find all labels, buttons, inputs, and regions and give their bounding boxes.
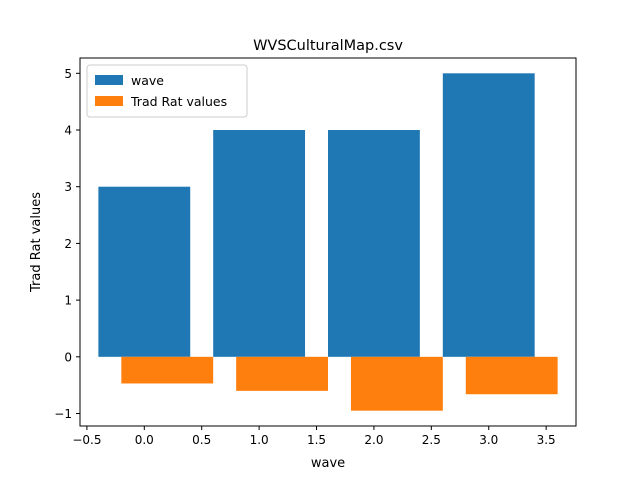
legend-box — [86, 64, 248, 118]
bar-series-1-2 — [350, 356, 443, 411]
y-tick-label: 5 — [64, 67, 72, 81]
x-tick-label: 3.5 — [537, 433, 556, 447]
x-tick-label: 0.5 — [192, 433, 211, 447]
x-tick-label: 1.5 — [307, 433, 326, 447]
x-tick-label: −0.5 — [72, 433, 101, 447]
chart-title: WVSCulturalMap.csv — [253, 38, 403, 54]
x-tick-label: 2.0 — [364, 433, 383, 447]
legend-label: wave — [131, 73, 164, 88]
bar-series-1-1 — [236, 356, 328, 391]
y-tick-label: 4 — [64, 124, 72, 138]
y-axis-ticks: −1 0 1 2 3 4 5 — [54, 67, 80, 421]
x-tick-label: 2.5 — [422, 433, 441, 447]
bar-series-1-0 — [121, 356, 214, 384]
bar-series-0-3 — [442, 73, 535, 357]
bars-layer — [98, 73, 558, 411]
bar-series-0-2 — [328, 130, 420, 357]
bar-series-1-3 — [465, 356, 558, 395]
bar-series-0-1 — [213, 130, 306, 357]
y-tick-label: 2 — [64, 237, 72, 251]
plot-frame — [79, 57, 577, 427]
y-tick-label: −1 — [54, 407, 72, 421]
y-tick-label: 1 — [64, 294, 72, 308]
x-axis-label: wave — [311, 456, 345, 471]
x-tick-label: 1.0 — [250, 433, 269, 447]
y-axis-label: Trad Rat values — [29, 192, 44, 293]
x-tick-label: 3.0 — [479, 433, 498, 447]
x-tick-label: 0.0 — [135, 433, 154, 447]
x-axis-ticks: −0.5 0.0 0.5 1.0 1.5 2.0 2.5 3.0 3.5 — [72, 426, 556, 447]
legend: wave Trad Rat values — [86, 64, 248, 118]
bar-series-0-0 — [98, 186, 191, 357]
legend-swatch — [95, 96, 123, 106]
y-tick-label: 3 — [64, 180, 72, 194]
legend-swatch — [95, 75, 123, 85]
y-tick-label: 0 — [64, 350, 72, 364]
legend-label: Trad Rat values — [130, 94, 227, 109]
